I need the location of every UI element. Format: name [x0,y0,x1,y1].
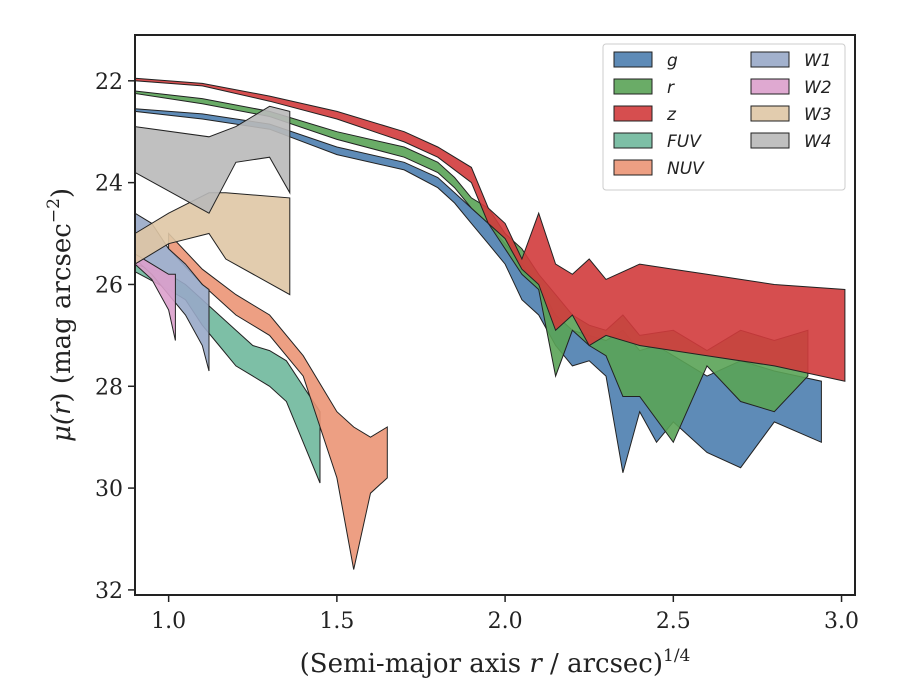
series-band-w2 [134,253,176,341]
legend-label-w4: W4 [804,132,832,152]
legend-label-w3: W3 [804,105,832,125]
y-tick-label: 30 [95,477,123,502]
series-fills [134,77,846,570]
x-tick-label: 3.0 [824,609,859,634]
legend-label-z: z [666,105,677,125]
x-tick-label: 1.5 [319,609,354,634]
y-tick-label: 26 [95,273,123,298]
legend-label-r: r [667,78,675,98]
legend-swatch-z [613,105,653,122]
y-tick-label: 24 [95,172,123,197]
y-axis-label: μ(r) (mag arcsec−2) [44,188,77,442]
plot-frame [134,34,856,596]
legend-swatch-w2 [750,78,790,95]
series-band-nuv [168,232,388,570]
series-band-w4 [134,105,291,214]
x-tick-label: 1.0 [151,609,186,634]
legend-swatch-r [613,78,653,95]
series-band-z [134,77,846,382]
legend-swatch-w1 [750,51,790,68]
legend-label-w2: W2 [804,78,832,98]
legend-swatch-nuv [613,159,653,176]
legend-label-g: g [667,51,678,71]
legend-swatch-g [613,51,653,68]
axis-ticks: 1.0 1.5 2.0 2.5 3.0 22 24 26 28 30 32 [95,70,859,634]
legend: grz FUV NUV W1 W2 W3 W4 [602,43,846,191]
legend-swatch-w4 [750,132,790,149]
y-tick-label: 32 [95,579,123,604]
legend-label-nuv: NUV [667,159,705,179]
legend-swatch-fuv [613,132,653,149]
legend-swatch-w3 [750,105,790,122]
x-axis-label: (Semi-major axis r / arcsec)1/4 [300,646,691,679]
y-tick-label: 28 [95,375,123,400]
x-tick-label: 2.0 [488,609,523,634]
legend-label-fuv: FUV [667,132,702,152]
y-tick-label: 22 [95,70,123,95]
legend-label-w1: W1 [804,51,832,71]
x-tick-label: 2.5 [656,609,691,634]
